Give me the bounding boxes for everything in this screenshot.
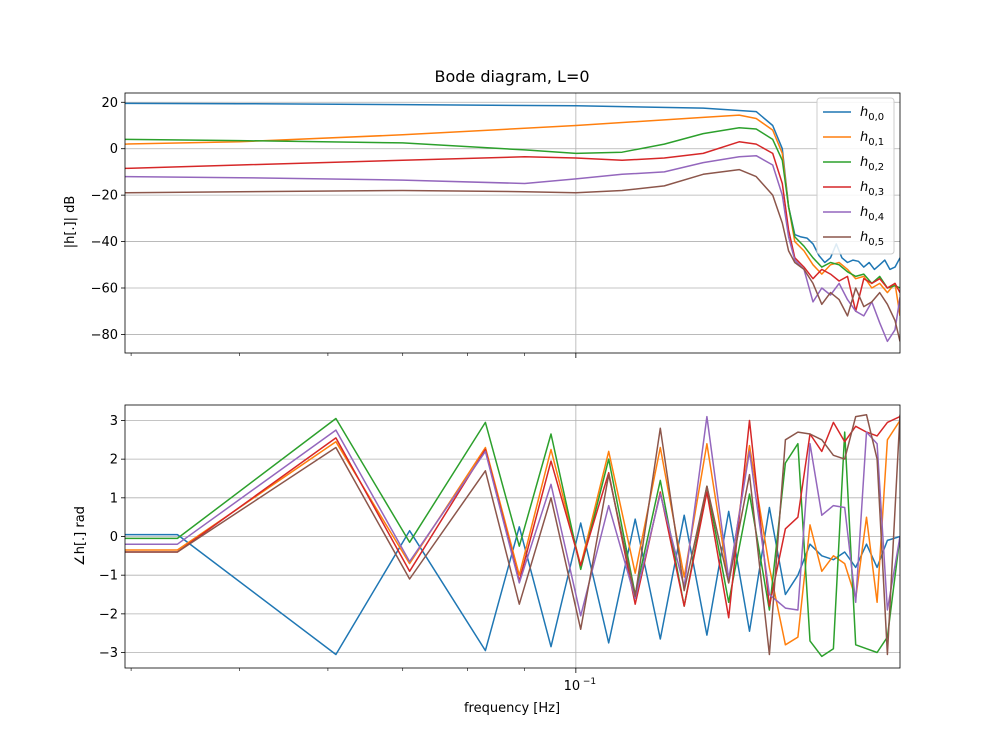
x-tick-exponent: −1 xyxy=(583,677,596,687)
frequency-x-axis-label: frequency [Hz] xyxy=(464,701,560,716)
axes-frame xyxy=(124,404,901,669)
phase-y-axis-label: ∠h[.] rad xyxy=(73,506,88,566)
legend-label: h0,0 xyxy=(860,105,884,123)
y-tick-label: −60 xyxy=(91,282,118,297)
legend-label: h0,4 xyxy=(860,205,884,223)
series-line-h00 xyxy=(125,102,900,271)
series-line-h04 xyxy=(125,154,900,343)
y-tick-label: 1 xyxy=(110,491,118,506)
series-line-h01 xyxy=(125,114,900,317)
series-line-h05 xyxy=(125,413,900,656)
legend-label: h0,3 xyxy=(860,180,884,198)
series-line-h00 xyxy=(125,506,900,656)
legend: h0,0 h0,1 h0,2 h0,3 h0,4 h0,5 xyxy=(816,97,895,255)
y-tick-label: −2 xyxy=(99,607,118,622)
legend-label: h0,5 xyxy=(860,230,884,248)
y-tick-label: 20 xyxy=(101,96,118,111)
y-tick-label: −80 xyxy=(91,328,118,343)
y-tick-label: 0 xyxy=(110,530,118,545)
y-tick-label: 2 xyxy=(110,453,118,468)
y-tick-label: 0 xyxy=(110,142,118,157)
series-line-h02 xyxy=(125,127,900,289)
y-tick-label: −20 xyxy=(91,189,118,204)
y-tick-label: 3 xyxy=(110,414,118,429)
legend-label: h0,2 xyxy=(860,155,884,173)
y-tick-label: −1 xyxy=(99,569,118,584)
y-tick-label: −3 xyxy=(99,646,118,661)
magnitude-axes: −80 −60 −40 −20 0 20 xyxy=(91,92,901,358)
y-tick-label: −40 xyxy=(91,235,118,250)
legend-label: h0,1 xyxy=(860,130,884,148)
series-line-h05 xyxy=(125,168,900,342)
x-tick-label: 10 xyxy=(564,679,581,694)
magnitude-y-axis-label: |h[.]| dB xyxy=(63,196,78,249)
chart-title: Bode diagram, L=0 xyxy=(434,67,589,86)
axes-frame xyxy=(124,92,901,354)
